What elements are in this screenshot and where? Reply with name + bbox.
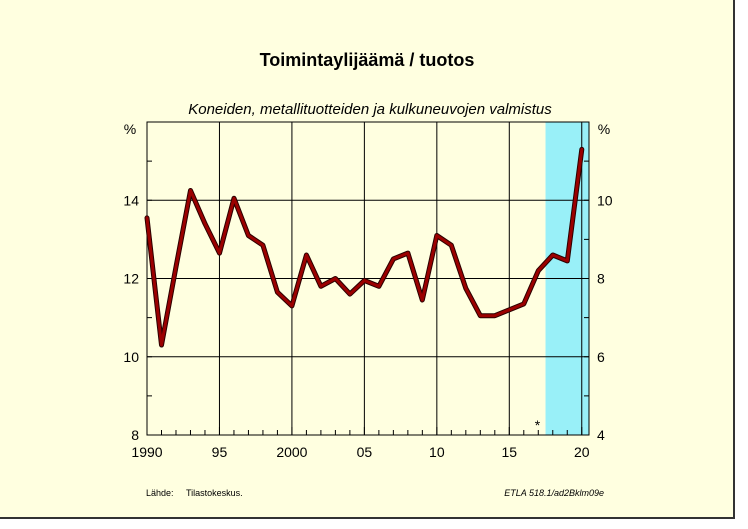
x-tick-label: 15 xyxy=(502,444,518,460)
data-point xyxy=(145,216,149,220)
data-point xyxy=(464,287,468,290)
data-point xyxy=(160,343,163,347)
data-point xyxy=(508,308,511,311)
data-point xyxy=(363,279,366,282)
data-point xyxy=(551,253,554,257)
series-layer xyxy=(144,146,585,348)
data-point xyxy=(261,244,265,247)
x-tick-label: 2000 xyxy=(276,444,307,460)
y-tick-label-right: 8 xyxy=(597,271,605,287)
data-point xyxy=(189,189,192,192)
source-value: Tilastokeskus. xyxy=(186,488,243,498)
y-tick-label-left: 12 xyxy=(123,271,139,287)
chart: 8 10 12 14 4 6 8 10 1990 95 2000 05 10 15 20 Toimintay… xyxy=(123,50,612,498)
y-tick-label-left: 8 xyxy=(131,427,139,443)
data-point xyxy=(392,257,395,261)
axis-ticks xyxy=(146,160,589,435)
chart-title: Toimintaylijäämä / tuotos xyxy=(260,50,475,70)
data-point xyxy=(174,265,178,268)
figure-code: ETLA 518.1/ad2Bklm09e xyxy=(504,488,604,498)
chart-panel: 8 10 12 14 4 6 8 10 1990 95 2000 05 10 15 20 Toimintay… xyxy=(0,0,735,519)
y-tick-label-left: 10 xyxy=(123,349,139,365)
data-point xyxy=(479,314,482,317)
x-tick-label: 05 xyxy=(357,444,373,460)
data-point xyxy=(319,285,323,288)
data-point xyxy=(406,251,410,255)
right-unit-label: % xyxy=(598,121,610,137)
y-tick-label-right: 10 xyxy=(597,192,613,208)
data-point xyxy=(232,197,236,200)
data-point xyxy=(493,314,497,317)
data-point xyxy=(421,298,424,302)
data-point xyxy=(218,251,221,255)
data-point xyxy=(203,222,207,225)
left-unit-label: % xyxy=(124,121,136,137)
tick-labels: 8 10 12 14 4 6 8 10 1990 95 2000 05 10 15 20 xyxy=(123,192,612,460)
data-point xyxy=(377,285,381,288)
source-label: Lähde: xyxy=(146,488,174,498)
forecast-marker: * xyxy=(535,417,541,433)
data-point xyxy=(566,259,569,263)
x-tick-label: 95 xyxy=(212,444,228,460)
chart-subtitle: Koneiden, metallituotteiden ja kulkuneuv… xyxy=(188,101,552,118)
data-point xyxy=(522,302,525,306)
data-point xyxy=(290,304,294,308)
data-point xyxy=(247,234,250,237)
grid-lines xyxy=(147,122,589,435)
y-tick-label-right: 4 xyxy=(597,427,605,443)
data-point xyxy=(537,269,540,272)
data-point xyxy=(580,148,583,151)
x-tick-label: 1990 xyxy=(131,444,162,460)
data-point xyxy=(276,290,279,294)
data-point xyxy=(450,244,453,247)
y-tick-label-right: 6 xyxy=(597,349,605,365)
x-tick-label: 10 xyxy=(429,444,445,460)
x-tick-label: 20 xyxy=(574,444,590,460)
y-tick-label-left: 14 xyxy=(123,192,139,208)
data-point xyxy=(348,292,352,296)
data-point xyxy=(435,234,439,237)
data-point xyxy=(305,253,308,257)
data-point xyxy=(334,277,337,280)
